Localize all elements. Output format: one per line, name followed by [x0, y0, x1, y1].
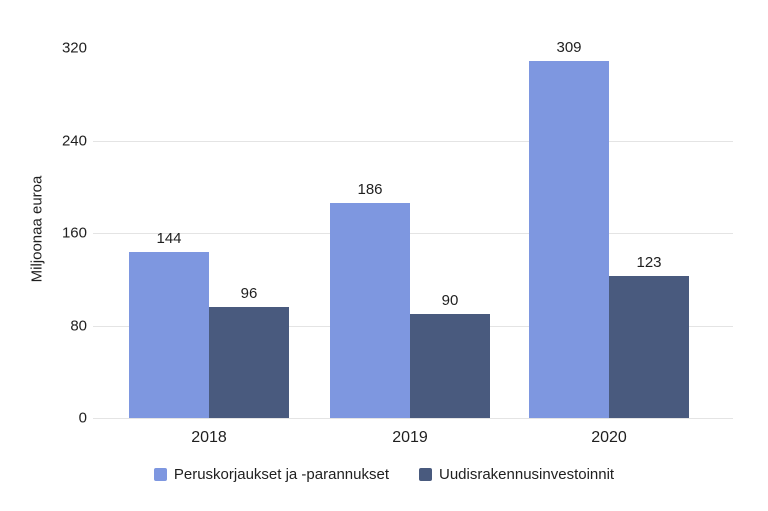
- legend-label: Peruskorjaukset ja -parannukset: [173, 466, 389, 483]
- value-label: 123: [636, 253, 662, 271]
- x-tick-label: 2018: [191, 429, 227, 446]
- legend-item-1: Uudisrakennusinvestoinnit: [419, 466, 614, 483]
- y-tick-label: 240: [61, 132, 87, 149]
- bar-2020-series-0: [529, 60, 609, 418]
- value-label: 144: [156, 229, 182, 247]
- x-tick-label: 2019: [392, 429, 428, 446]
- value-label: 186: [357, 180, 383, 198]
- plot-area: 144 186 309 96 90 123: [93, 0, 733, 419]
- bar-2020-series-1: [609, 275, 689, 418]
- bar-2018-series-0: [129, 251, 209, 418]
- x-tick-label: 2020: [591, 429, 627, 446]
- gridline-0: [93, 418, 733, 419]
- legend-swatch-icon: [419, 468, 432, 481]
- y-tick-label: 0: [78, 409, 87, 427]
- gridline-160: [93, 233, 733, 234]
- bar-2019-series-1: [410, 313, 490, 418]
- legend-swatch-icon: [153, 468, 167, 481]
- y-tick-label: 80: [70, 317, 87, 334]
- bar-2018-series-1: [209, 307, 289, 418]
- y-tick-label: 320: [61, 39, 87, 57]
- gridline-240: [93, 140, 733, 142]
- value-label: 309: [556, 38, 582, 56]
- bar-2019-series-0: [330, 202, 410, 418]
- legend-label: Uudisrakennusinvestoinnit: [439, 466, 615, 483]
- legend: Peruskorjaukset ja -parannukset Uudisrake…: [0, 466, 768, 483]
- value-label: 90: [441, 291, 459, 309]
- legend-item-0: Peruskorjaukset ja -parannukset: [153, 466, 389, 483]
- y-tick-label: 160: [61, 224, 87, 242]
- value-label: 96: [240, 285, 258, 302]
